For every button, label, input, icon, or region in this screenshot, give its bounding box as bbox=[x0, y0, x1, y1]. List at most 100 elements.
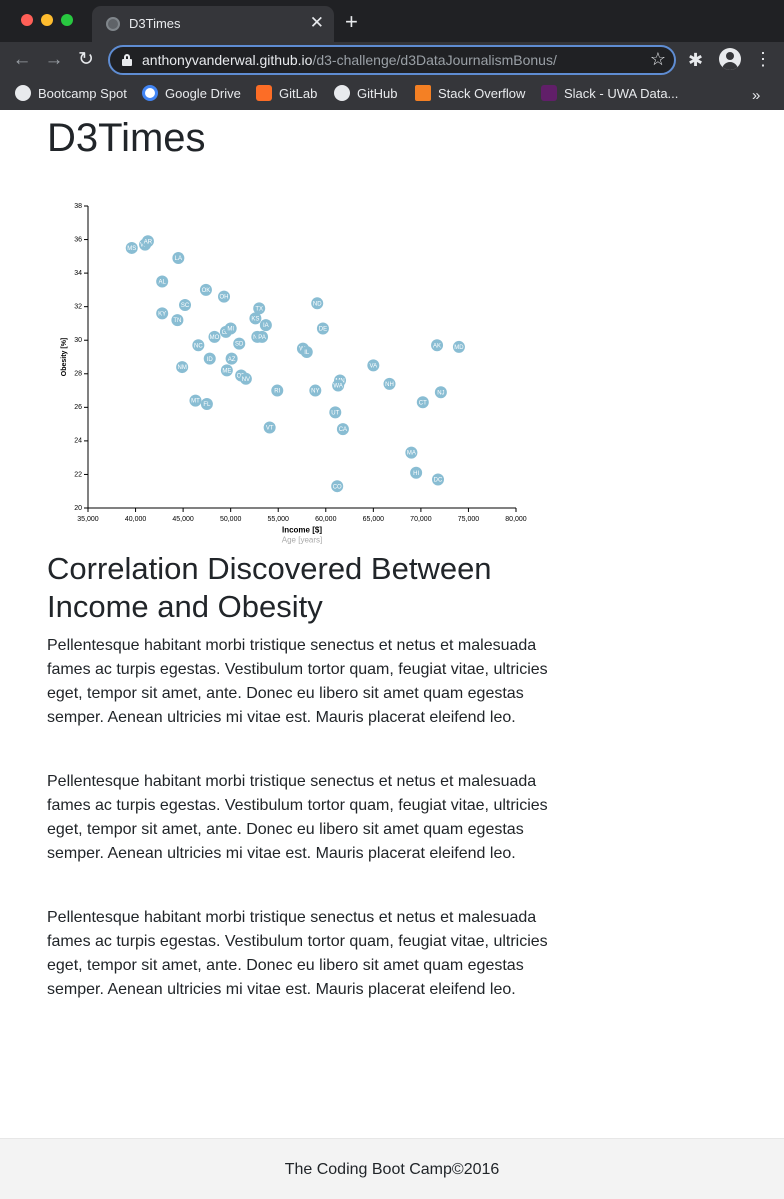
new-tab-button[interactable]: + bbox=[345, 9, 358, 34]
extensions-puzzle-icon[interactable]: ✱ bbox=[688, 50, 704, 70]
state-marker-nh[interactable] bbox=[383, 377, 396, 390]
browser-chrome: D3Times ✕ + ← → ↻ anthonyvanderwal.githu… bbox=[0, 0, 784, 110]
state-marker-az[interactable] bbox=[225, 352, 238, 365]
state-marker-al[interactable] bbox=[156, 275, 169, 288]
state-marker-nv[interactable] bbox=[239, 372, 252, 385]
state-marker-ut[interactable] bbox=[329, 406, 342, 419]
state-marker-va[interactable] bbox=[367, 359, 380, 372]
state-marker-me[interactable] bbox=[220, 364, 233, 377]
state-label: VT bbox=[266, 426, 274, 432]
state-marker-nj[interactable] bbox=[434, 386, 447, 399]
article-paragraph: Pellentesque habitant morbi tristique se… bbox=[47, 637, 548, 726]
back-arrow-icon[interactable]: ← bbox=[12, 49, 32, 70]
more-bookmarks-icon[interactable]: » bbox=[752, 87, 761, 104]
x-tick-label: 80,000 bbox=[505, 516, 527, 523]
state-label: AK bbox=[433, 343, 441, 349]
page-footer: The Coding Boot Camp©2016 bbox=[0, 1138, 784, 1199]
state-marker-sc[interactable] bbox=[179, 298, 192, 311]
state-marker-ok[interactable] bbox=[199, 283, 212, 296]
url-path: /d3-challenge/d3DataJournalismBonus/ bbox=[312, 52, 557, 68]
y-tick-label: 28 bbox=[74, 371, 82, 378]
reload-icon[interactable]: ↻ bbox=[78, 49, 94, 70]
state-marker-fl[interactable] bbox=[200, 397, 213, 410]
forward-arrow-icon[interactable]: → bbox=[44, 49, 64, 70]
state-marker-nm[interactable] bbox=[176, 361, 189, 374]
more-menu-icon[interactable]: ⋮ bbox=[754, 49, 772, 69]
state-label: DC bbox=[434, 478, 443, 484]
state-marker-tn[interactable] bbox=[171, 314, 184, 327]
bookmark-slack[interactable]: Slack - UWA Data... bbox=[541, 83, 678, 105]
y-tick-label: 32 bbox=[74, 304, 82, 311]
state-label: ID bbox=[207, 357, 214, 363]
minimize-window-button[interactable] bbox=[41, 14, 53, 26]
state-marker-id[interactable] bbox=[203, 352, 216, 365]
bookmark-google-drive[interactable]: Google Drive bbox=[142, 83, 241, 105]
article-heading: Correlation Discovered Between Income an… bbox=[47, 551, 492, 624]
state-marker-nd[interactable] bbox=[311, 297, 324, 310]
state-marker-ks[interactable] bbox=[249, 312, 262, 325]
x-tick-label: 40,000 bbox=[125, 516, 147, 523]
github-icon bbox=[334, 85, 350, 101]
state-marker-il[interactable] bbox=[300, 345, 313, 358]
close-tab-icon[interactable]: ✕ bbox=[309, 13, 324, 32]
tab-strip: D3Times ✕ + bbox=[0, 0, 784, 42]
article-paragraph: Pellentesque habitant morbi tristique se… bbox=[47, 909, 548, 998]
state-marker-ny[interactable] bbox=[309, 384, 322, 397]
state-label: UT bbox=[331, 410, 339, 416]
state-marker-ms[interactable] bbox=[125, 241, 138, 254]
bookmark-star-icon[interactable]: ☆ bbox=[649, 49, 666, 69]
state-marker-pa[interactable] bbox=[256, 330, 269, 343]
slack-icon bbox=[541, 85, 557, 101]
globe-icon bbox=[106, 17, 120, 31]
lock-icon[interactable] bbox=[122, 54, 132, 66]
x-axis-label-age[interactable]: Age [years] bbox=[282, 536, 322, 545]
state-label: NJ bbox=[437, 390, 444, 396]
state-marker-ia[interactable] bbox=[259, 319, 272, 332]
address-bar[interactable]: anthonyvanderwal.github.io/d3-challenge/… bbox=[108, 45, 676, 75]
state-marker-tx[interactable] bbox=[253, 302, 266, 315]
profile-avatar-icon[interactable] bbox=[719, 48, 741, 70]
bookmark-bootcamp-spot[interactable]: Bootcamp Spot bbox=[15, 83, 127, 105]
state-marker-sd[interactable] bbox=[233, 337, 246, 350]
scatter-chart: 35,000 40,000 45,000 50,000 55,000 60,000 65,0… bbox=[0, 190, 784, 550]
state-label: KS bbox=[251, 316, 259, 322]
state-marker-ma[interactable] bbox=[405, 446, 418, 459]
y-tick-label: 34 bbox=[74, 270, 82, 277]
close-window-button[interactable] bbox=[21, 14, 33, 26]
state-marker-ct[interactable] bbox=[416, 396, 429, 409]
state-marker-nc[interactable] bbox=[192, 339, 205, 352]
tab-d3times[interactable]: D3Times ✕ bbox=[92, 6, 334, 42]
state-marker-ak[interactable] bbox=[431, 339, 444, 352]
y-axis-label-obesity[interactable]: Obesity [%] bbox=[61, 338, 68, 377]
state-marker-la[interactable] bbox=[172, 252, 185, 265]
bookmark-gitlab[interactable]: GitLab bbox=[256, 83, 317, 105]
x-axis-label-income[interactable]: Income [$] bbox=[282, 526, 322, 535]
state-marker-mo[interactable] bbox=[208, 330, 221, 343]
state-label: MD bbox=[454, 345, 464, 351]
state-marker-de[interactable] bbox=[316, 322, 329, 335]
state-marker-vt[interactable] bbox=[263, 421, 276, 434]
state-marker-ca[interactable] bbox=[336, 423, 349, 436]
state-marker-mi[interactable] bbox=[224, 322, 237, 335]
state-marker-dc[interactable] bbox=[432, 473, 445, 486]
state-label: OH bbox=[220, 295, 229, 301]
state-marker-mt[interactable] bbox=[189, 394, 202, 407]
state-marker-ri[interactable] bbox=[271, 384, 284, 397]
state-marker-ar[interactable] bbox=[141, 235, 154, 248]
url-domain: anthonyvanderwal.github.io bbox=[142, 52, 313, 68]
state-label: MO bbox=[210, 335, 220, 341]
state-label: TX bbox=[255, 306, 263, 312]
state-marker-oh[interactable] bbox=[218, 290, 231, 303]
state-marker-wa[interactable] bbox=[332, 379, 345, 392]
state-marker-hi[interactable] bbox=[410, 466, 423, 479]
maximize-window-button[interactable] bbox=[61, 14, 73, 26]
state-marker-co[interactable] bbox=[331, 480, 344, 493]
state-marker-ky[interactable] bbox=[156, 307, 169, 320]
state-label: NY bbox=[311, 389, 319, 395]
bookmark-stack-overflow[interactable]: Stack Overflow bbox=[415, 83, 525, 105]
bookmark-github[interactable]: GitHub bbox=[334, 83, 397, 105]
state-label: RI bbox=[274, 389, 280, 395]
state-marker-md[interactable] bbox=[452, 340, 465, 353]
url-text[interactable]: anthonyvanderwal.github.io/d3-challenge/… bbox=[142, 52, 557, 68]
scatter-plot-svg: 35,000 40,000 45,000 50,000 55,000 60,000 65,0… bbox=[61, 203, 527, 545]
